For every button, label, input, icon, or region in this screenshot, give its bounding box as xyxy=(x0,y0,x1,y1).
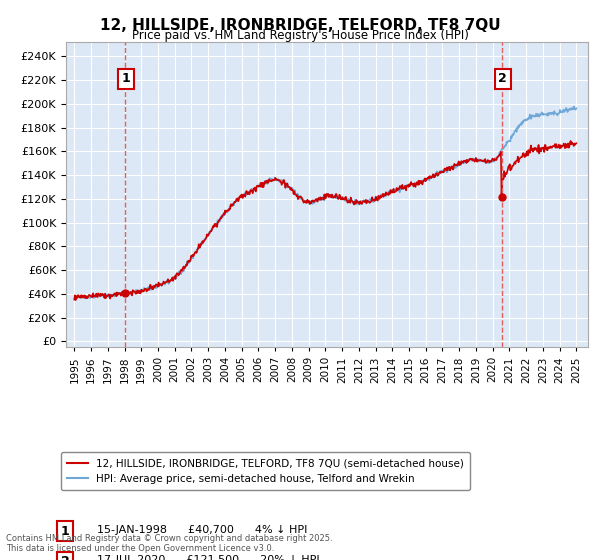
Text: 2: 2 xyxy=(61,556,70,560)
Text: Contains HM Land Registry data © Crown copyright and database right 2025.
This d: Contains HM Land Registry data © Crown c… xyxy=(6,534,332,553)
Text: Price paid vs. HM Land Registry's House Price Index (HPI): Price paid vs. HM Land Registry's House … xyxy=(131,29,469,42)
Text: 15-JAN-1998      £40,700      4% ↓ HPI: 15-JAN-1998 £40,700 4% ↓ HPI xyxy=(97,525,308,535)
Text: 1: 1 xyxy=(61,525,70,538)
Legend: 12, HILLSIDE, IRONBRIDGE, TELFORD, TF8 7QU (semi-detached house), HPI: Average p: 12, HILLSIDE, IRONBRIDGE, TELFORD, TF8 7… xyxy=(61,452,470,490)
Text: 17-JUL-2020      £121,500      20% ↓ HPI: 17-JUL-2020 £121,500 20% ↓ HPI xyxy=(97,556,320,560)
Text: 1: 1 xyxy=(122,72,131,85)
Text: 12, HILLSIDE, IRONBRIDGE, TELFORD, TF8 7QU: 12, HILLSIDE, IRONBRIDGE, TELFORD, TF8 7… xyxy=(100,18,500,33)
Text: 2: 2 xyxy=(499,72,507,85)
